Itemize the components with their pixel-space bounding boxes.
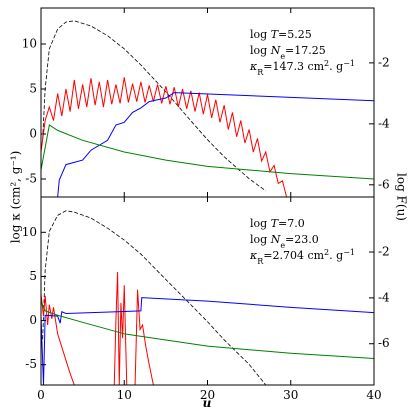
- y2-tick-label: -2: [378, 245, 390, 259]
- annotation-part: −1: [343, 248, 355, 257]
- data-line: [41, 124, 374, 180]
- annotation: log Ne=17.25: [250, 44, 326, 61]
- annotation-part: T: [271, 217, 280, 230]
- annotation-part: 2: [324, 248, 329, 257]
- plot-area: [41, 20, 374, 197]
- x-tick-label: 30: [283, 388, 298, 402]
- data-line: [41, 297, 374, 385]
- data-line: [41, 77, 288, 197]
- annotation-part: log: [250, 233, 271, 246]
- annotation-part: R: [257, 257, 264, 266]
- x-axis-label: u: [203, 396, 212, 410]
- y-tick-label: -5: [25, 172, 37, 186]
- x-tick-label: 0: [37, 388, 45, 402]
- annotation-part: =2.704 cm: [263, 249, 324, 262]
- y-tick-label: 10: [22, 225, 37, 239]
- y2-tick-label: -2: [378, 55, 390, 69]
- data-line: [57, 92, 374, 197]
- y2-tick-label: -6: [378, 336, 390, 350]
- annotation-part: log: [250, 217, 271, 230]
- y-tick-label: -5: [25, 357, 37, 371]
- annotation-part: κ: [249, 60, 258, 73]
- y-tick-label: 5: [29, 82, 37, 96]
- data-line: [42, 210, 267, 385]
- annotation-part: log: [250, 44, 271, 57]
- annotation-part: . g: [329, 60, 343, 73]
- annotation: κR=147.3 cm2. g−1: [249, 59, 355, 77]
- y-tick-label: 10: [22, 37, 37, 51]
- y2-axis-label: log F(u): [395, 173, 409, 221]
- y2-tick-label: -6: [378, 177, 390, 191]
- annotation-part: e: [280, 52, 285, 61]
- annotation-part: log: [250, 28, 271, 41]
- y-tick-label: 0: [29, 313, 37, 327]
- annotation-part: =17.25: [285, 44, 326, 57]
- annotation-part: =5.25: [278, 28, 312, 41]
- y-tick-label: 5: [29, 269, 37, 283]
- annotation-part: R: [257, 68, 264, 77]
- annotation-part: . g: [329, 249, 343, 262]
- annotation-part: =7.0: [278, 217, 305, 230]
- annotation-part: e: [280, 241, 285, 250]
- y-tick-label: 0: [29, 127, 37, 141]
- data-line: [42, 20, 267, 192]
- plot-area: [41, 210, 374, 385]
- annotation-part: κ: [249, 249, 258, 262]
- data-line: [41, 300, 374, 360]
- annotation-part: N: [270, 44, 281, 57]
- x-tick-label: 20: [200, 388, 215, 402]
- annotation-part: =147.3 cm: [263, 60, 324, 73]
- x-tick-label: 10: [117, 388, 132, 402]
- annotation: log T=7.0: [250, 217, 305, 230]
- annotation: log Ne=23.0: [250, 233, 319, 250]
- x-tick-label: 40: [366, 388, 381, 402]
- annotation: log T=5.25: [250, 28, 312, 41]
- y2-tick-label: -4: [378, 116, 390, 130]
- annotation-part: N: [270, 233, 281, 246]
- y2-tick-label: -4: [378, 290, 390, 304]
- annotation: κR=2.704 cm2. g−1: [249, 248, 355, 266]
- annotation-part: −1: [343, 59, 355, 68]
- annotation-part: =23.0: [285, 233, 319, 246]
- annotation-part: T: [271, 28, 280, 41]
- y-axis-label: log κ (cm², g⁻¹): [9, 151, 23, 244]
- annotation-part: 2: [324, 59, 329, 68]
